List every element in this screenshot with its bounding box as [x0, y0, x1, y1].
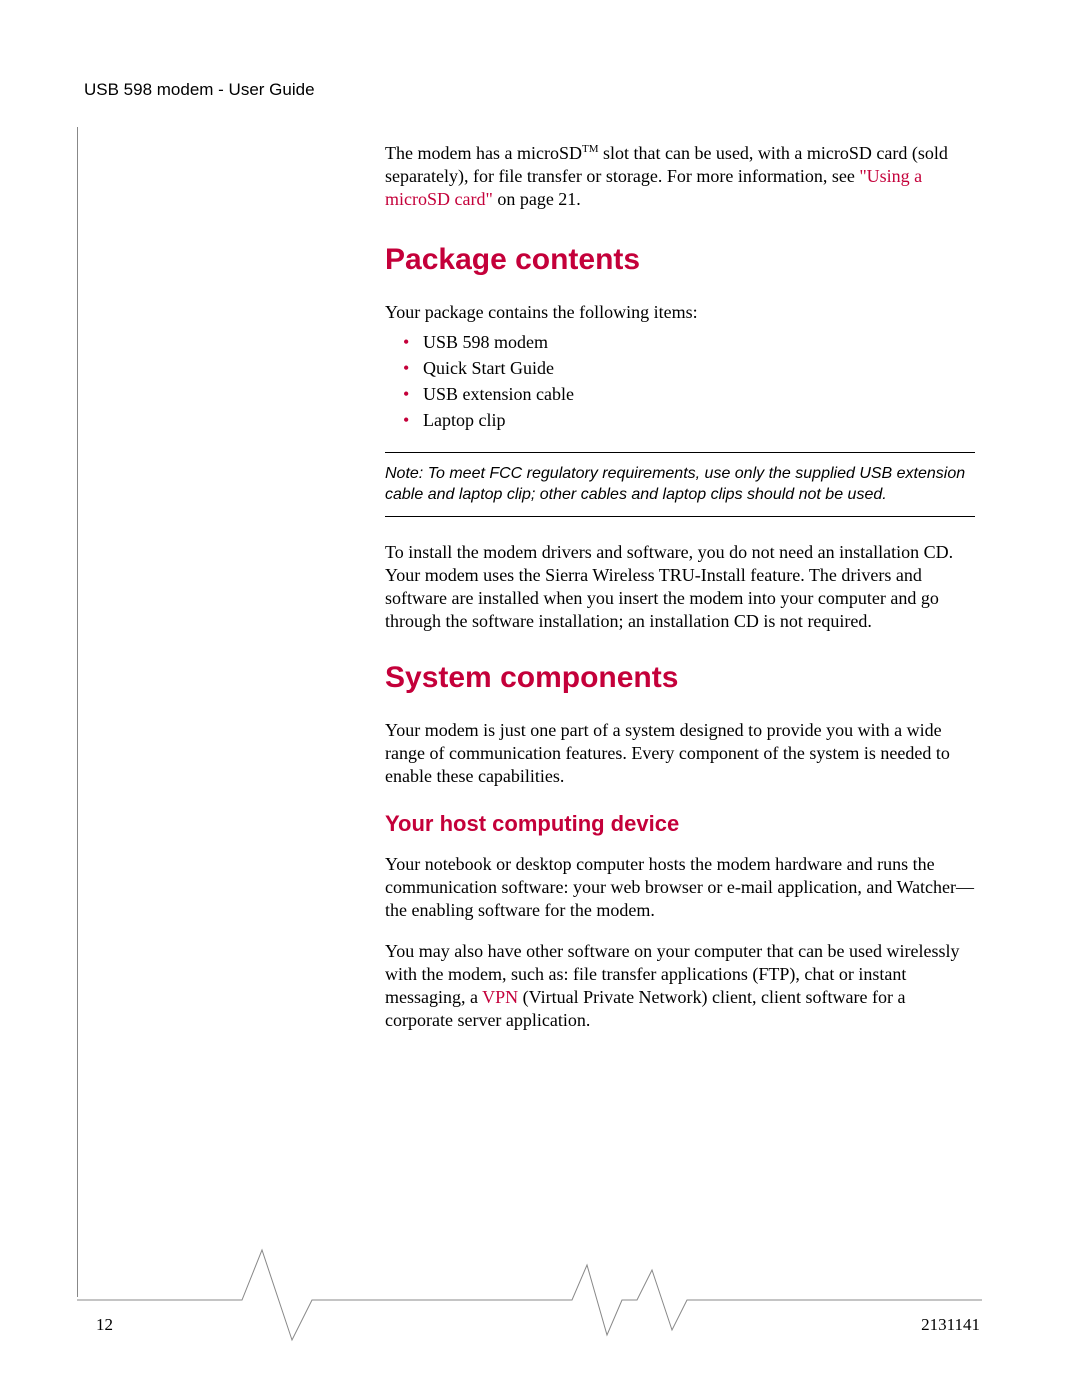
host-para-1: Your notebook or desktop computer hosts … [385, 853, 975, 922]
page-number: 12 [96, 1315, 113, 1335]
list-item: USB extension cable [403, 383, 975, 406]
system-components-heading: System components [385, 659, 975, 697]
system-intro-paragraph: Your modem is just one part of a system … [385, 719, 975, 788]
item-label: USB 598 modem [423, 332, 548, 352]
list-item: USB 598 modem [403, 331, 975, 354]
footer-waveform-decoration [77, 1245, 982, 1345]
main-content: The modem has a microSDTM slot that can … [385, 142, 975, 1032]
package-contents-heading: Package contents [385, 241, 975, 279]
document-page: USB 598 modem - User Guide The modem has… [0, 0, 1080, 1397]
host-device-heading: Your host computing device [385, 810, 975, 838]
install-paragraph: To install the modem drivers and softwar… [385, 541, 975, 633]
note-text: Note: To meet FCC regulatory requirement… [385, 465, 965, 504]
vpn-link[interactable]: VPN [482, 987, 518, 1007]
document-number: 2131141 [921, 1315, 980, 1335]
intro-text-3: on page 21. [493, 189, 581, 209]
package-intro: Your package contains the following item… [385, 301, 975, 324]
list-item: Quick Start Guide [403, 357, 975, 380]
package-items-list: USB 598 modem Quick Start Guide USB exte… [385, 331, 975, 432]
trademark-symbol: TM [582, 143, 599, 155]
list-item: Laptop clip [403, 409, 975, 432]
header-title: USB 598 modem - User Guide [84, 80, 980, 100]
item-label: Quick Start Guide [423, 358, 554, 378]
intro-text-1: The modem has a microSD [385, 143, 582, 163]
item-label: USB extension cable [423, 384, 574, 404]
left-margin-rule [77, 127, 78, 1297]
intro-paragraph: The modem has a microSDTM slot that can … [385, 142, 975, 211]
fcc-note-box: Note: To meet FCC regulatory requirement… [385, 452, 975, 517]
item-label: Laptop clip [423, 410, 505, 430]
host-para-2: You may also have other software on your… [385, 940, 975, 1032]
